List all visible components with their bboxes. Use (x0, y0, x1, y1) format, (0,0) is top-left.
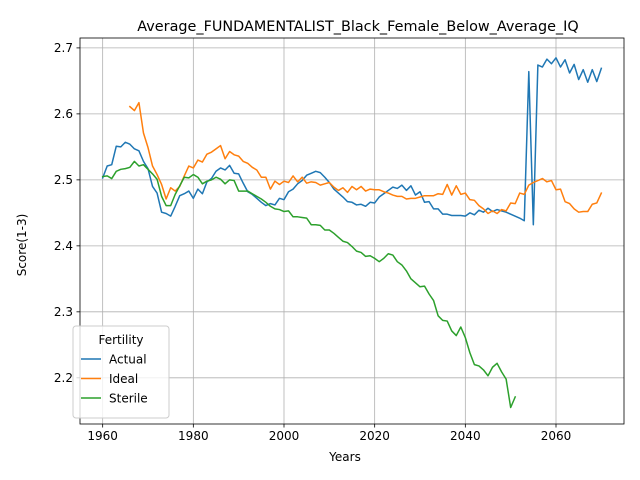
legend-label-actual: Actual (109, 353, 147, 367)
x-tick-label: 2020 (359, 429, 390, 443)
y-tick-label: 2.3 (54, 305, 73, 319)
legend-title: Fertility (98, 333, 143, 347)
y-tick-label: 2.5 (54, 173, 73, 187)
series-line-sterile (101, 160, 517, 409)
y-tick-label: 2.4 (54, 239, 73, 253)
legend-label-sterile: Sterile (109, 392, 148, 406)
legend-frame (72, 325, 170, 419)
grid-lines (80, 38, 624, 424)
series-line-ideal (128, 101, 603, 215)
x-tick-label: 2000 (269, 429, 300, 443)
y-tick-label: 2.6 (54, 107, 73, 121)
y-axis-ticks: 2.2 2.3 2.4 2.5 2.6 2.7 (54, 41, 80, 385)
y-tick-label: 2.2 (54, 371, 73, 385)
series-lines (101, 57, 603, 409)
y-axis-label: Score(1-3) (15, 214, 29, 277)
x-tick-label: 2060 (541, 429, 572, 443)
x-axis-ticks: 1960 1980 2000 2020 2040 2060 (87, 424, 571, 443)
y-tick-label: 2.7 (54, 41, 73, 55)
x-tick-label: 2040 (450, 429, 481, 443)
x-tick-label: 1960 (87, 429, 118, 443)
x-tick-label: 1980 (178, 429, 209, 443)
x-axis-label: Years (328, 450, 361, 464)
axes-frame (79, 37, 625, 425)
chart-title: Average_FUNDAMENTALIST_Black_Female_Belo… (137, 19, 578, 35)
legend-entries: Actual Ideal Sterile (81, 353, 148, 406)
legend: Fertility Actual Ideal Sterile (72, 325, 170, 419)
series-line-actual (101, 57, 603, 226)
legend-label-ideal: Ideal (109, 372, 138, 386)
